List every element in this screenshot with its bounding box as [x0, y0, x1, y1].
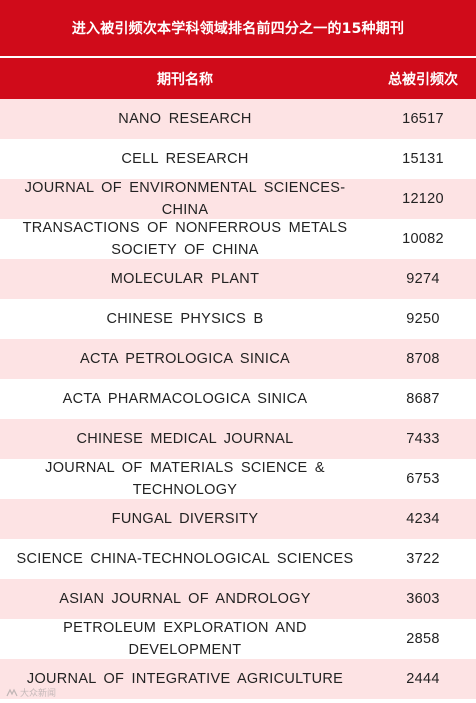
table-row: JOURNAL OF INTEGRATIVE AGRICULTURE 2444: [0, 659, 476, 699]
citation-count-cell: 6753: [406, 471, 440, 487]
journal-name-cell: NANO RESEARCH: [118, 111, 252, 127]
table-row: SCIENCE CHINA-TECHNOLOGICAL SCIENCES 372…: [0, 539, 476, 579]
table-header: 期刊名称 总被引频次: [0, 58, 476, 99]
citation-count-cell: 8687: [406, 391, 440, 407]
citation-count-cell: 7433: [406, 431, 440, 447]
journal-name-cell: JOURNAL OF MATERIALS SCIENCE & TECHNOLOG…: [45, 460, 325, 498]
journal-name-cell: MOLECULAR PLANT: [110, 271, 260, 287]
table-row: FUNGAL DIVERSITY 4234: [0, 499, 476, 539]
citation-count-cell: 10082: [402, 231, 444, 247]
citation-count-cell: 3603: [406, 591, 440, 607]
journal-name-cell: JOURNAL OF ENVIRONMENTAL SCIENCES-CHINA: [24, 180, 346, 218]
table-row: CELL RESEARCH 15131: [0, 139, 476, 179]
journal-name-cell: CHINESE PHYSICS B: [106, 311, 264, 327]
journal-name-cell: CHINESE MEDICAL JOURNAL: [76, 431, 294, 447]
citation-count-cell: 4234: [406, 511, 440, 527]
citation-count-cell: 12120: [402, 191, 444, 207]
table-row: ASIAN JOURNAL OF ANDROLOGY 3603: [0, 579, 476, 619]
table-row: CHINESE MEDICAL JOURNAL 7433: [0, 419, 476, 459]
citation-count-cell: 2444: [406, 671, 440, 687]
table-row: ACTA PETROLOGICA SINICA 8708: [0, 339, 476, 379]
journal-name-cell: SCIENCE CHINA-TECHNOLOGICAL SCIENCES: [16, 551, 354, 567]
watermark-text: 大众新闻: [20, 689, 57, 699]
journal-table-body: NANO RESEARCH 16517 CELL RESEARCH 15131 …: [0, 99, 476, 699]
table-row: CHINESE PHYSICS B 9250: [0, 299, 476, 339]
citation-count-cell: 9250: [406, 311, 440, 327]
journal-name-cell: ACTA PHARMACOLOGICA SINICA: [62, 391, 308, 407]
journal-name-cell: ASIAN JOURNAL OF ANDROLOGY: [59, 591, 311, 607]
watermark: 大众新闻: [6, 686, 56, 699]
news-logo-icon: [6, 688, 18, 696]
table-row: JOURNAL OF ENVIRONMENTAL SCIENCES-CHINA …: [0, 179, 476, 219]
citation-count-cell: 15131: [402, 151, 444, 167]
journal-name-cell: PETROLEUM EXPLORATION AND DEVELOPMENT: [63, 620, 307, 658]
table-row: PETROLEUM EXPLORATION AND DEVELOPMENT 28…: [0, 619, 476, 659]
table-row: NANO RESEARCH 16517: [0, 99, 476, 139]
column-header-count: 总被引频次: [388, 71, 458, 88]
table-row: JOURNAL OF MATERIALS SCIENCE & TECHNOLOG…: [0, 459, 476, 499]
table-row: MOLECULAR PLANT 9274: [0, 259, 476, 299]
column-header-name: 期刊名称: [157, 71, 213, 88]
journal-name-cell: ACTA PETROLOGICA SINICA: [79, 351, 291, 367]
journal-name-cell: JOURNAL OF INTEGRATIVE AGRICULTURE: [26, 671, 344, 687]
journal-name-cell: CELL RESEARCH: [121, 151, 249, 167]
table-row: TRANSACTIONS OF NONFERROUS METALS SOCIET…: [0, 219, 476, 259]
citation-count-cell: 8708: [406, 351, 440, 367]
journal-name-cell: FUNGAL DIVERSITY: [111, 511, 259, 527]
journal-name-cell: TRANSACTIONS OF NONFERROUS METALS SOCIET…: [22, 220, 348, 258]
table-row: ACTA PHARMACOLOGICA SINICA 8687: [0, 379, 476, 419]
page-title: 进入被引频次本学科领域排名前四分之一的15种期刊: [0, 0, 476, 58]
citation-count-cell: 9274: [406, 271, 440, 287]
citation-count-cell: 16517: [402, 111, 444, 127]
citation-count-cell: 2858: [406, 631, 440, 647]
citation-count-cell: 3722: [406, 551, 440, 567]
